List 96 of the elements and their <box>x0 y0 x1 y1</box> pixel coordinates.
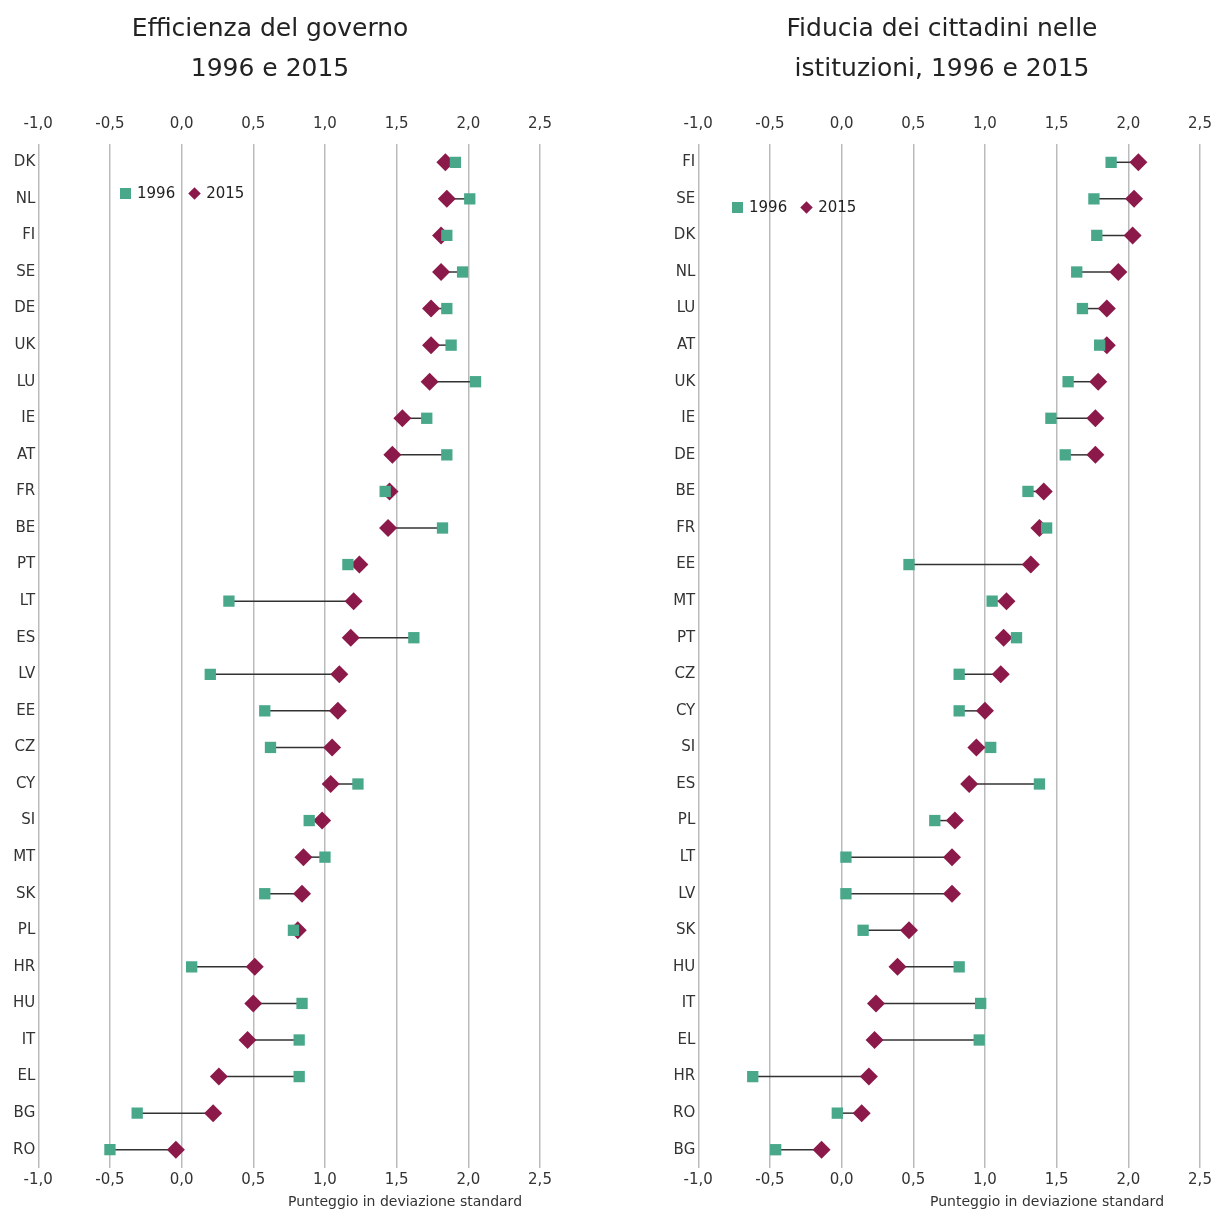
y-tick-label: MT <box>13 847 37 866</box>
x2-tick-label: 1,0 <box>973 113 997 132</box>
x2-tick-label: 0,0 <box>169 113 194 132</box>
x2-tick-label: 2,0 <box>1116 113 1141 132</box>
x2-tick-label: 1,0 <box>313 113 337 132</box>
y-tick-label: UK <box>674 371 697 390</box>
y-tick-label: FR <box>16 481 36 500</box>
y-tick-label: ES <box>16 627 36 646</box>
x2-tick-label: 2,0 <box>456 113 481 132</box>
y-tick-label: UK <box>14 335 37 354</box>
x-tick-label: 0,5 <box>241 1169 266 1188</box>
x2-tick-label: 0,5 <box>901 113 926 132</box>
y-tick-label: PT <box>17 554 37 573</box>
y-tick-label: EL <box>17 1066 36 1085</box>
y-tick-label: HR <box>673 1066 696 1085</box>
x2-tick-label: -1,0 <box>23 113 53 132</box>
y-tick-label: SE <box>676 188 696 207</box>
y-tick-label: AT <box>16 444 37 463</box>
x-tick-label: -1,0 <box>23 1169 53 1188</box>
x2-tick-label: -1,0 <box>683 113 713 132</box>
y-tick-label: FI <box>22 225 36 244</box>
x2-tick-label: -0,5 <box>95 113 125 132</box>
legend-label: 2015 <box>817 198 857 216</box>
x2-tick-label: 2,5 <box>528 113 552 132</box>
y-tick-label: SI <box>681 737 696 756</box>
y-tick-label: IE <box>21 408 36 427</box>
y-tick-label: IE <box>681 408 696 427</box>
chart-title: Fiducia dei cittadini nelle istituzioni, 1996 e 2015 <box>785 12 1099 84</box>
x-tick-label: 2,0 <box>456 1169 481 1188</box>
y-tick-label: AT <box>676 335 697 354</box>
y-tick-label: LV <box>18 664 36 683</box>
legend-label: 1996 <box>136 184 176 202</box>
x-tick-label: 0,0 <box>169 1169 194 1188</box>
x-tick-label: 2,5 <box>528 1169 552 1188</box>
y-tick-label: IT <box>681 993 697 1012</box>
x-tick-label: 1,5 <box>1044 1169 1069 1188</box>
y-tick-label: NL <box>675 261 696 280</box>
y-tick-label: LU <box>16 371 36 390</box>
y-tick-label: BE <box>675 481 696 500</box>
y-tick-label: DE <box>674 444 696 463</box>
y-tick-label: FR <box>676 517 696 536</box>
y-tick-label: IT <box>21 1029 37 1048</box>
y-tick-label: MT <box>673 591 697 610</box>
x-tick-label: 1,0 <box>313 1169 337 1188</box>
x2-tick-label: 2,5 <box>1188 113 1212 132</box>
y-tick-label: SE <box>16 261 36 280</box>
y-tick-label: PT <box>677 627 697 646</box>
x2-tick-label: 1,5 <box>384 113 409 132</box>
y-tick-label: SK <box>675 920 697 939</box>
y-tick-label: PL <box>677 810 696 829</box>
x2-tick-label: 0,0 <box>829 113 854 132</box>
y-tick-label: RO <box>673 1103 696 1122</box>
y-tick-label: LU <box>676 298 696 317</box>
x2-tick-label: -0,5 <box>755 113 785 132</box>
y-tick-label: HU <box>672 956 696 975</box>
x-tick-label: 1,5 <box>384 1169 409 1188</box>
chart-title: Efficienza del governo 1996 e 2015 <box>130 12 410 84</box>
y-tick-label: DE <box>14 298 36 317</box>
y-tick-label: BE <box>15 517 36 536</box>
y-tick-label: DK <box>673 225 697 244</box>
y-tick-label: LV <box>678 883 696 902</box>
x2-tick-label: 0,5 <box>241 113 266 132</box>
x-tick-label: -1,0 <box>683 1169 713 1188</box>
y-tick-label: CZ <box>674 664 696 683</box>
y-tick-label: BG <box>13 1103 36 1122</box>
x-axis-title: Punteggio in deviazione standard <box>929 1193 1165 1209</box>
y-tick-label: CY <box>675 700 697 719</box>
x-tick-label: 0,5 <box>901 1169 926 1188</box>
y-tick-label: ES <box>676 773 696 792</box>
y-tick-label: HU <box>12 993 36 1012</box>
y-tick-label: BG <box>673 1139 696 1158</box>
x-axis-title: Punteggio in deviazione standard <box>287 1193 523 1209</box>
x-tick-label: 1,0 <box>973 1169 997 1188</box>
y-tick-label: SK <box>15 883 37 902</box>
y-tick-label: CY <box>15 773 37 792</box>
y-tick-label: FI <box>682 152 696 171</box>
y-tick-label: CZ <box>14 737 36 756</box>
y-tick-label: RO <box>13 1139 36 1158</box>
x2-tick-label: 1,5 <box>1044 113 1069 132</box>
y-tick-label: LT <box>679 847 697 866</box>
x-tick-label: 2,5 <box>1188 1169 1212 1188</box>
legend-label: 1996 <box>748 198 788 216</box>
y-tick-label: NL <box>15 188 36 207</box>
x-tick-label: -0,5 <box>95 1169 125 1188</box>
x-tick-label: 2,0 <box>1116 1169 1141 1188</box>
x-tick-label: -0,5 <box>755 1169 785 1188</box>
y-tick-label: EE <box>676 554 696 573</box>
legend-label: 2015 <box>205 184 245 202</box>
y-tick-label: PL <box>17 920 36 939</box>
y-tick-label: HR <box>13 956 36 975</box>
y-tick-label: DK <box>13 152 37 171</box>
y-tick-label: EE <box>16 700 36 719</box>
y-tick-label: SI <box>21 810 36 829</box>
y-tick-label: EL <box>677 1029 696 1048</box>
x-tick-label: 0,0 <box>829 1169 854 1188</box>
y-tick-label: LT <box>19 591 37 610</box>
